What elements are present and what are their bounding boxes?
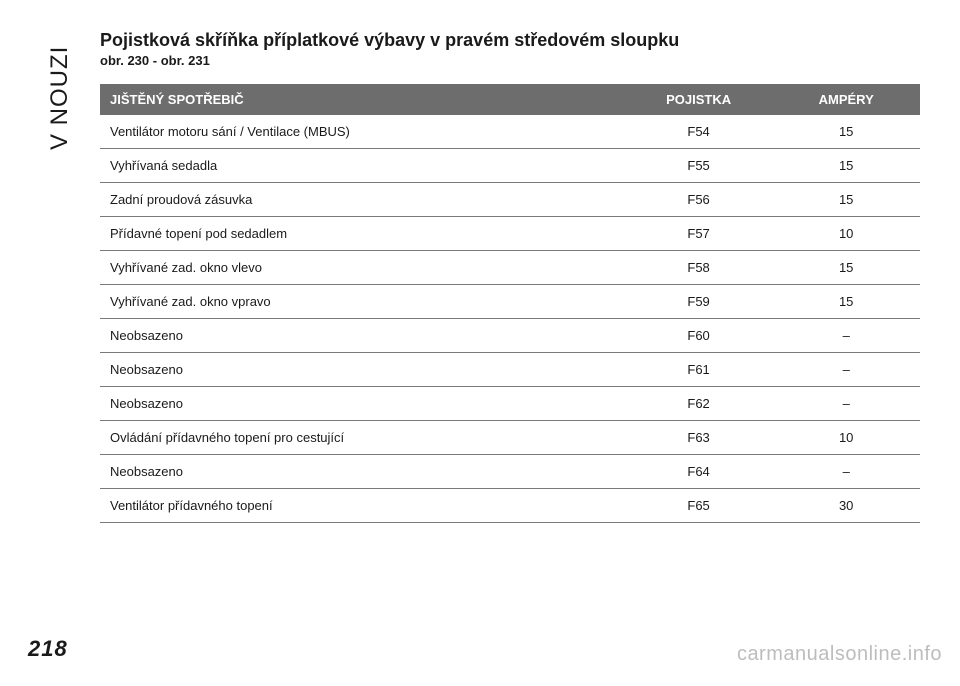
table-row: Ventilátor přídavného topeníF6530 xyxy=(100,489,920,523)
cell-fuse: F59 xyxy=(625,285,773,319)
cell-amperes: – xyxy=(772,319,920,353)
table-row: Zadní proudová zásuvkaF5615 xyxy=(100,183,920,217)
cell-fuse: F56 xyxy=(625,183,773,217)
col-header-amperes: AMPÉRY xyxy=(772,84,920,115)
table-row: Ventilátor motoru sání / Ventilace (MBUS… xyxy=(100,115,920,149)
page-subtitle: obr. 230 - obr. 231 xyxy=(100,53,920,68)
cell-amperes: 15 xyxy=(772,115,920,149)
table-row: Ovládání přídavného topení pro cestující… xyxy=(100,421,920,455)
cell-device: Neobsazeno xyxy=(100,319,625,353)
table-row: Vyhřívané zad. okno vpravoF5915 xyxy=(100,285,920,319)
cell-device: Neobsazeno xyxy=(100,387,625,421)
cell-amperes: 15 xyxy=(772,285,920,319)
fuse-table-body: Ventilátor motoru sání / Ventilace (MBUS… xyxy=(100,115,920,523)
page-root: V NOUZI Pojistková skříňka příplatkové v… xyxy=(0,0,960,686)
col-header-device: JIŠTĚNÝ SPOTŘEBIČ xyxy=(100,84,625,115)
cell-device: Zadní proudová zásuvka xyxy=(100,183,625,217)
fuse-table-header-row: JIŠTĚNÝ SPOTŘEBIČ POJISTKA AMPÉRY xyxy=(100,84,920,115)
cell-amperes: 15 xyxy=(772,183,920,217)
section-side-label: V NOUZI xyxy=(46,46,74,150)
watermark-text: carmanualsonline.info xyxy=(737,643,942,666)
cell-device: Neobsazeno xyxy=(100,455,625,489)
cell-fuse: F64 xyxy=(625,455,773,489)
cell-amperes: 15 xyxy=(772,251,920,285)
cell-fuse: F54 xyxy=(625,115,773,149)
cell-fuse: F58 xyxy=(625,251,773,285)
table-row: Vyhřívaná sedadlaF5515 xyxy=(100,149,920,183)
page-title: Pojistková skříňka příplatkové výbavy v … xyxy=(100,30,920,51)
cell-device: Ventilátor přídavného topení xyxy=(100,489,625,523)
cell-device: Vyhřívaná sedadla xyxy=(100,149,625,183)
cell-fuse: F55 xyxy=(625,149,773,183)
content-area: Pojistková skříňka příplatkové výbavy v … xyxy=(100,30,920,523)
fuse-table: JIŠTĚNÝ SPOTŘEBIČ POJISTKA AMPÉRY Ventil… xyxy=(100,84,920,523)
cell-amperes: 10 xyxy=(772,217,920,251)
table-row: Přídavné topení pod sedadlemF5710 xyxy=(100,217,920,251)
cell-device: Vyhřívané zad. okno vpravo xyxy=(100,285,625,319)
cell-amperes: – xyxy=(772,387,920,421)
cell-device: Ventilátor motoru sání / Ventilace (MBUS… xyxy=(100,115,625,149)
table-row: NeobsazenoF61– xyxy=(100,353,920,387)
table-row: NeobsazenoF62– xyxy=(100,387,920,421)
table-row: Vyhřívané zad. okno vlevoF5815 xyxy=(100,251,920,285)
table-row: NeobsazenoF64– xyxy=(100,455,920,489)
cell-fuse: F60 xyxy=(625,319,773,353)
cell-amperes: 30 xyxy=(772,489,920,523)
cell-amperes: – xyxy=(772,353,920,387)
cell-device: Neobsazeno xyxy=(100,353,625,387)
cell-fuse: F62 xyxy=(625,387,773,421)
fuse-table-head: JIŠTĚNÝ SPOTŘEBIČ POJISTKA AMPÉRY xyxy=(100,84,920,115)
page-number: 218 xyxy=(28,636,68,662)
cell-device: Ovládání přídavného topení pro cestující xyxy=(100,421,625,455)
cell-amperes: 15 xyxy=(772,149,920,183)
table-row: NeobsazenoF60– xyxy=(100,319,920,353)
cell-fuse: F61 xyxy=(625,353,773,387)
cell-device: Přídavné topení pod sedadlem xyxy=(100,217,625,251)
cell-amperes: 10 xyxy=(772,421,920,455)
col-header-fuse: POJISTKA xyxy=(625,84,773,115)
cell-fuse: F65 xyxy=(625,489,773,523)
cell-fuse: F57 xyxy=(625,217,773,251)
cell-amperes: – xyxy=(772,455,920,489)
cell-device: Vyhřívané zad. okno vlevo xyxy=(100,251,625,285)
cell-fuse: F63 xyxy=(625,421,773,455)
